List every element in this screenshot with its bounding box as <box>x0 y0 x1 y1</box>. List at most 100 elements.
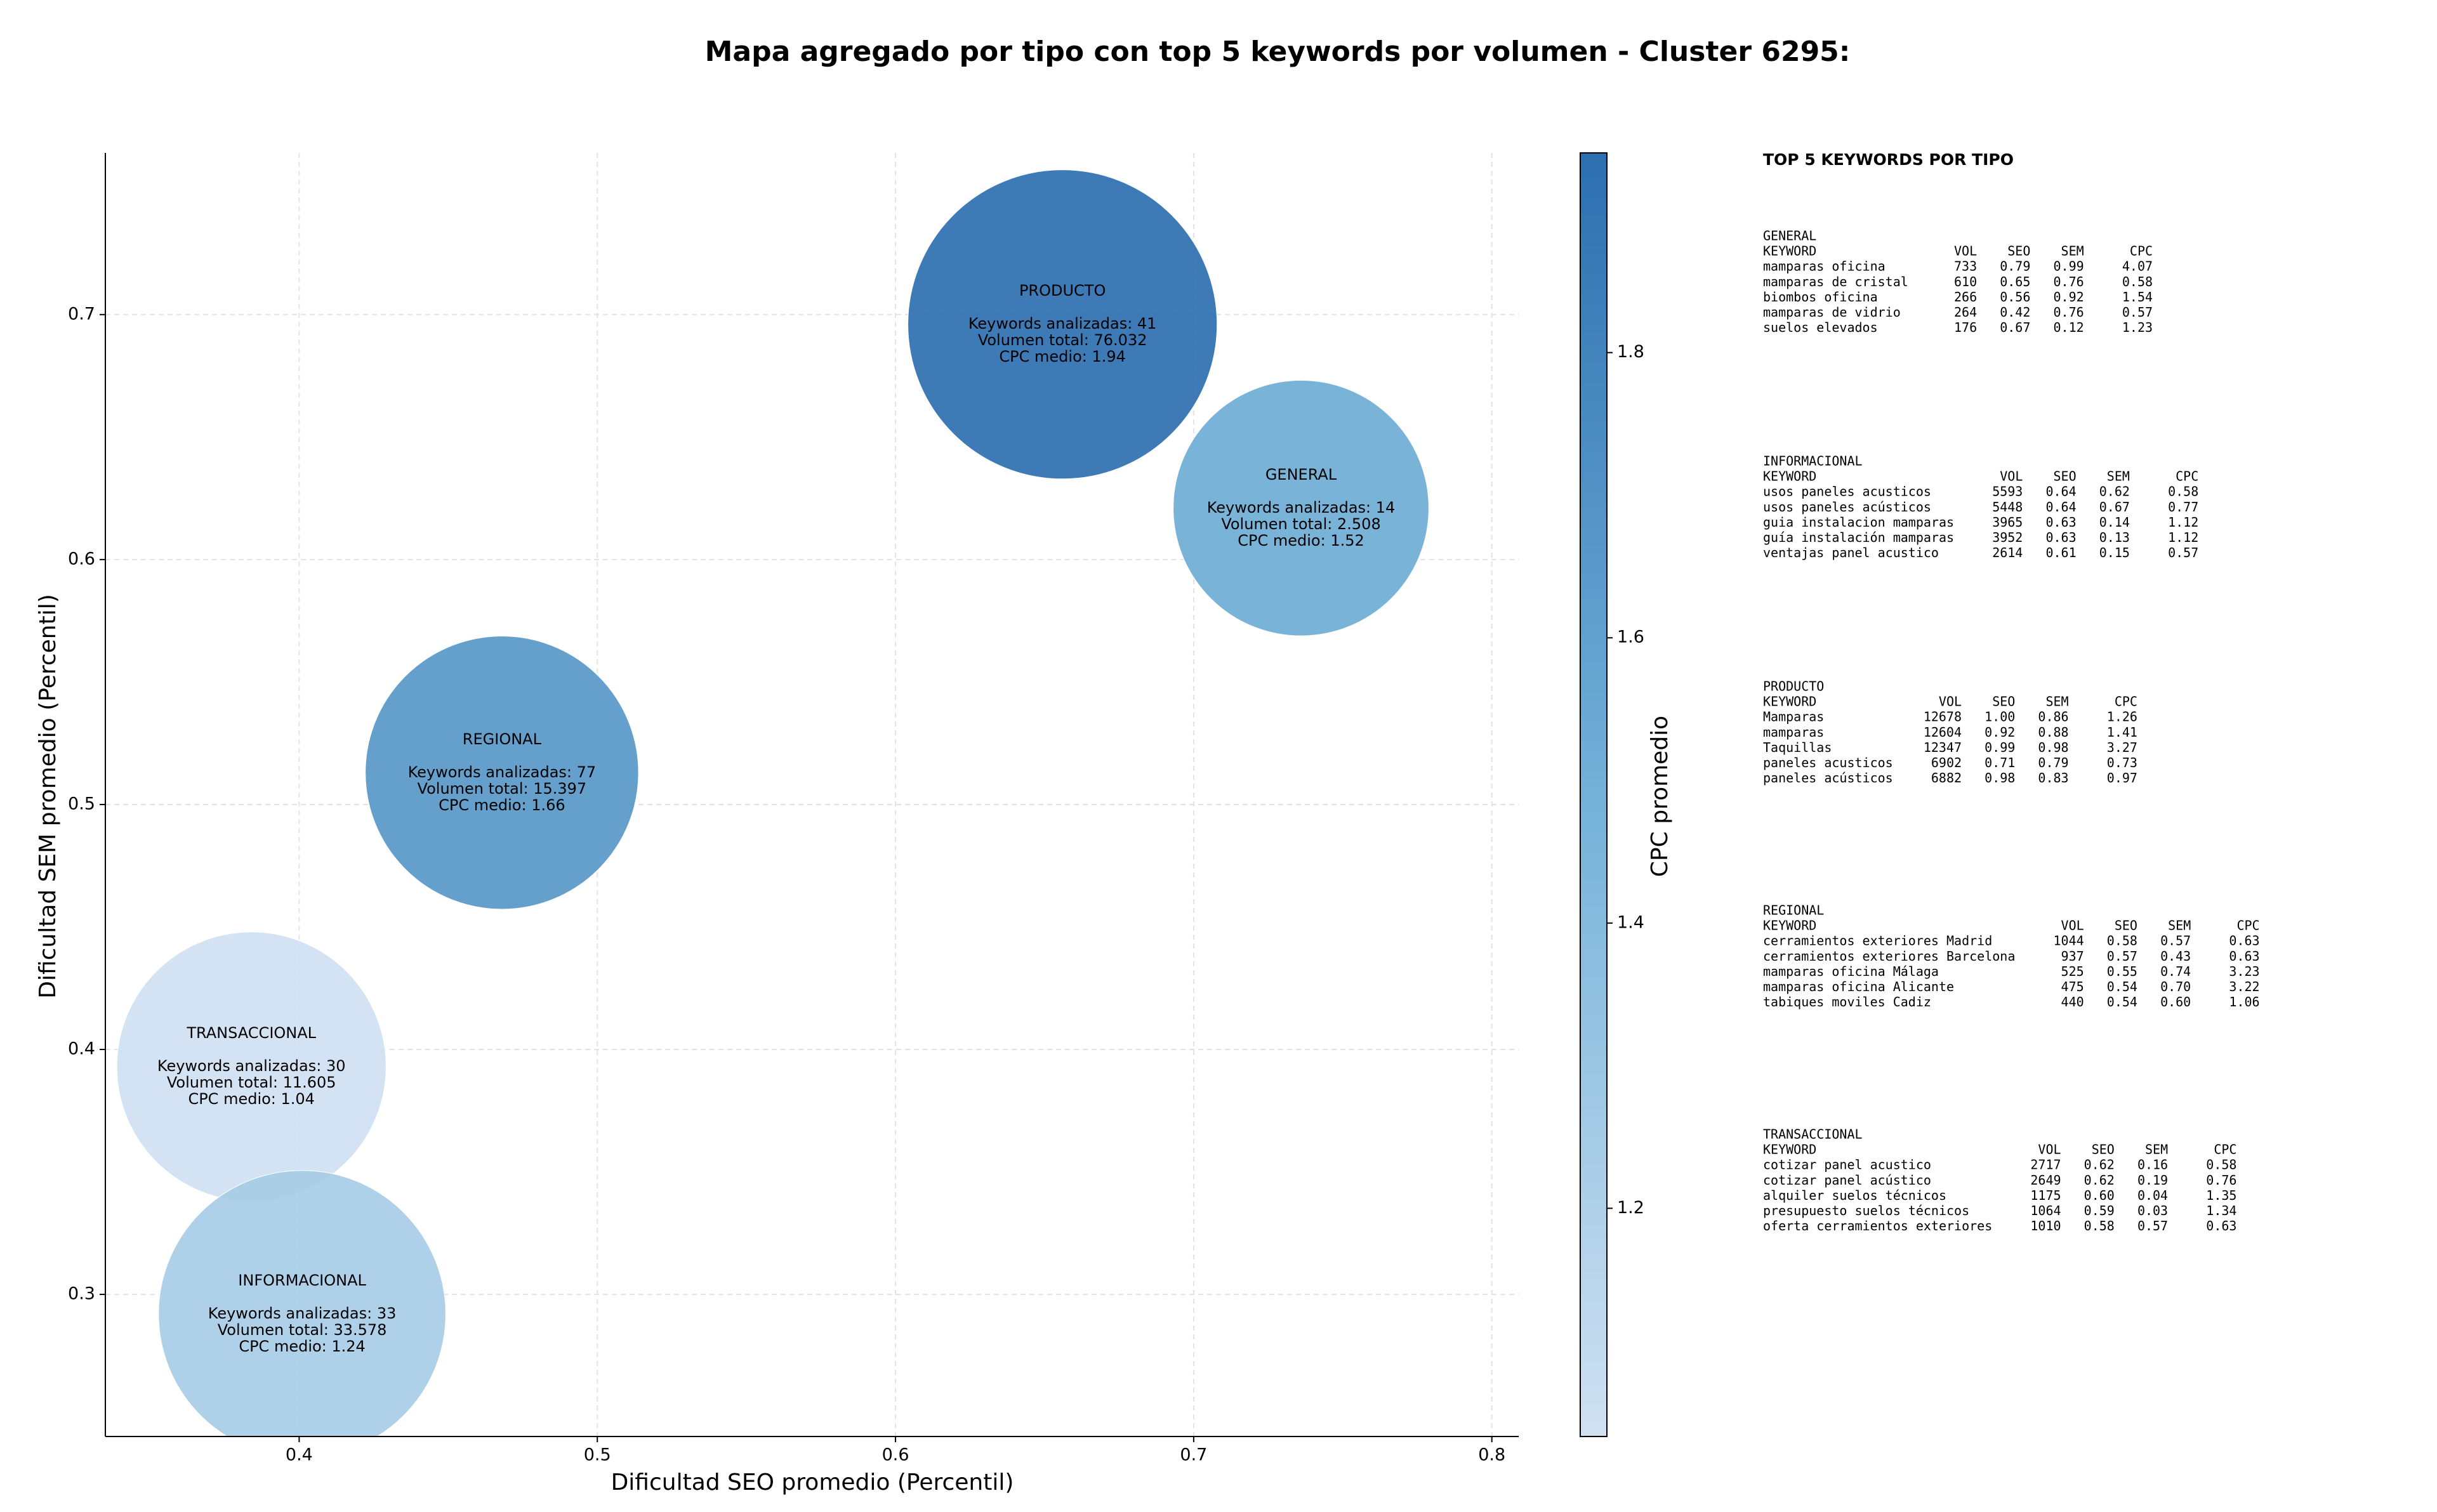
table-cell: 2717 <box>2030 1157 2061 1173</box>
x-tick-label: 0.4 <box>286 1445 313 1465</box>
bubble-label: Keywords analizadas: 77 <box>408 763 597 781</box>
table-cell: 1.23 <box>2122 320 2153 335</box>
table-cell: 6902 <box>1931 755 1962 770</box>
panel-title: TOP 5 KEYWORDS POR TIPO <box>1763 150 2014 169</box>
bubble-label: TRANSACCIONAL <box>186 1024 316 1042</box>
table-cell: 0.58 <box>2122 274 2153 289</box>
table-cell: 266 <box>1954 289 1977 305</box>
bubble-label: INFORMACIONAL <box>238 1272 366 1289</box>
table-cell: ventajas panel acustico <box>1763 545 1939 560</box>
table-cell: 1.12 <box>2168 530 2198 545</box>
table-cell: 0.62 <box>2084 1157 2115 1173</box>
table-header: SEO <box>2054 469 2077 484</box>
table-cell: 0.58 <box>2206 1157 2236 1173</box>
table-header: VOL <box>1939 694 1962 709</box>
table-cell: 1.12 <box>2168 515 2198 530</box>
table-cell: 0.55 <box>2107 964 2137 979</box>
table-cell: 733 <box>1954 259 1977 274</box>
bubble-label: Volumen total: 15.397 <box>418 780 587 798</box>
table-header: KEYWORD <box>1763 694 1816 709</box>
table-cell: 0.58 <box>2084 1218 2115 1233</box>
bubble-label: Volumen total: 2.508 <box>1221 515 1380 533</box>
table-cell: 0.57 <box>2137 1218 2168 1233</box>
table-cell: 0.56 <box>2000 289 2030 305</box>
table-cell: 0.13 <box>2099 530 2130 545</box>
table-cell: 0.88 <box>2038 725 2068 740</box>
bubble-label: Keywords analizadas: 41 <box>968 315 1157 332</box>
bubble-label: Volumen total: 11.605 <box>167 1074 336 1091</box>
table-cell: 0.67 <box>2000 320 2030 335</box>
table-cell: Taquillas <box>1763 740 1832 755</box>
table-cell: 0.64 <box>2045 484 2076 499</box>
table-cell: 0.62 <box>2084 1173 2115 1188</box>
table-cell: 5448 <box>1992 499 2023 515</box>
bubble-label: CPC medio: 1.04 <box>188 1090 315 1108</box>
table-cell: 1.34 <box>2206 1203 2236 1218</box>
bubble-label: Volumen total: 33.578 <box>218 1321 387 1339</box>
table-header: SEO <box>1992 694 2015 709</box>
table-cell: paneles acusticos <box>1763 755 1893 770</box>
table-cell: 1.41 <box>2107 725 2137 740</box>
table-cell: mamparas oficina Málaga <box>1763 964 1939 979</box>
table-cell: 0.65 <box>2000 274 2030 289</box>
bubble-label: PRODUCTO <box>1019 282 1106 299</box>
colorbar-tick-label: 1.6 <box>1617 628 1644 647</box>
table-cell: 1044 <box>2054 933 2084 949</box>
table-header: SEO <box>2092 1142 2115 1157</box>
table-cell: 0.04 <box>2137 1188 2168 1203</box>
table-cell: 0.97 <box>2107 770 2137 786</box>
section-title: INFORMACIONAL <box>1763 454 1863 469</box>
bubble-label: REGIONAL <box>463 730 542 748</box>
table-cell: 1175 <box>2030 1188 2061 1203</box>
table-cell: 0.83 <box>2038 770 2068 786</box>
bubble-label: Volumen total: 76.032 <box>978 331 1147 349</box>
table-cell: cotizar panel acústico <box>1763 1173 1931 1188</box>
table-cell: 0.73 <box>2107 755 2137 770</box>
table-cell: 1064 <box>2030 1203 2061 1218</box>
table-cell: 0.63 <box>2229 949 2259 964</box>
table-header: CPC <box>2176 469 2198 484</box>
table-cell: 0.57 <box>2160 933 2191 949</box>
table-cell: 0.76 <box>2054 305 2084 320</box>
colorbar-tick-label: 1.4 <box>1617 912 1644 932</box>
table-cell: 0.59 <box>2084 1203 2115 1218</box>
table-cell: 5593 <box>1992 484 2023 499</box>
table-cell: 0.63 <box>2045 530 2076 545</box>
table-header: SEM <box>2145 1142 2168 1157</box>
table-cell: 0.63 <box>2045 515 2076 530</box>
table-cell: alquiler suelos técnicos <box>1763 1188 1946 1203</box>
table-header: SEM <box>2107 469 2130 484</box>
table-header: SEM <box>2045 694 2068 709</box>
table-header: CPC <box>2115 694 2137 709</box>
table-cell: 0.92 <box>1985 725 2015 740</box>
table-cell: 2649 <box>2030 1173 2061 1188</box>
table-cell: 0.76 <box>2206 1173 2236 1188</box>
table-header: SEM <box>2168 918 2191 933</box>
table-cell: 264 <box>1954 305 1977 320</box>
bubble <box>1173 379 1429 636</box>
colorbar-tick-label: 1.2 <box>1617 1198 1644 1218</box>
table-header: CPC <box>2236 918 2259 933</box>
table-cell: 12678 <box>1924 709 1962 725</box>
table-header: VOL <box>2000 469 2023 484</box>
table-header: SEM <box>2061 244 2084 259</box>
table-cell: 0.60 <box>2084 1188 2115 1203</box>
table-cell: presupuesto suelos técnicos <box>1763 1203 1969 1218</box>
table-cell: 0.58 <box>2107 933 2137 949</box>
table-cell: 0.70 <box>2160 979 2191 994</box>
colorbar <box>1580 152 1608 1437</box>
table-cell: 0.57 <box>2168 545 2198 560</box>
table-cell: 4.07 <box>2122 259 2153 274</box>
bubble <box>365 636 639 910</box>
bubble-label: GENERAL <box>1265 466 1337 483</box>
table-cell: mamparas oficina <box>1763 259 1886 274</box>
table-header: SEO <box>2007 244 2030 259</box>
table-cell: usos paneles acusticos <box>1763 484 1931 499</box>
table-cell: 0.57 <box>2122 305 2153 320</box>
table-cell: 3.23 <box>2229 964 2259 979</box>
table-cell: 475 <box>2061 979 2084 994</box>
section-title: TRANSACCIONAL <box>1763 1127 1863 1142</box>
table-cell: guia instalacion mamparas <box>1763 515 1954 530</box>
table-header: VOL <box>2061 918 2084 933</box>
